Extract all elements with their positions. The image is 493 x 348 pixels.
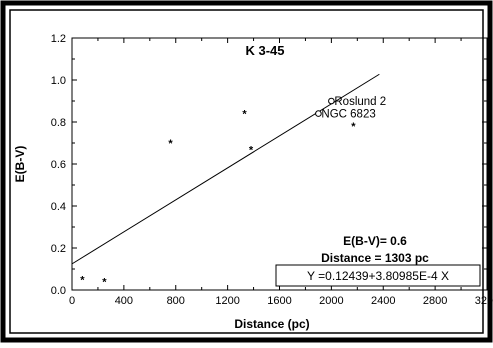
- x-tick-label: 0: [69, 295, 75, 307]
- star-point: *: [351, 121, 356, 133]
- distance-annotation: Distance = 1303 pc: [321, 251, 429, 265]
- x-tick-label: 800: [167, 295, 185, 307]
- star-points: * * * * * *: [80, 109, 356, 289]
- y-tick-label: 0.2: [51, 243, 66, 255]
- y-tick-label: 1.2: [51, 33, 66, 45]
- ebv-annotation: E(B-V)= 0.6: [343, 234, 407, 248]
- cluster-label: Roslund 2: [334, 96, 386, 108]
- y-tick-label: 0.4: [51, 201, 66, 213]
- star-point: *: [168, 138, 173, 150]
- cluster-label: NGC 6823: [321, 109, 375, 121]
- star-point: *: [249, 144, 254, 156]
- x-tick-label: 2800: [423, 295, 447, 307]
- regression-line: [71, 73, 380, 265]
- x-tick-label: 1600: [267, 295, 291, 307]
- equation-box: [275, 264, 481, 287]
- star-point: *: [242, 109, 247, 121]
- y-tick-label: 1.0: [51, 75, 66, 87]
- x-tick-label: 400: [115, 295, 133, 307]
- star-point: *: [102, 277, 107, 289]
- cluster-marker: [328, 97, 335, 105]
- x-tick-label: 2000: [319, 295, 343, 307]
- x-tick-label: 3200: [475, 295, 493, 307]
- x-axis-ticks: 0 400 800 1200 1600 2000 2400 2800 3200: [69, 38, 493, 307]
- y-tick-label: 0.8: [51, 117, 66, 129]
- chart-title: K 3-45: [245, 43, 284, 58]
- star-point: *: [80, 275, 85, 287]
- cluster-marker: [315, 110, 322, 117]
- x-axis-title: Distance (pc): [234, 317, 309, 331]
- y-tick-label: 0.0: [51, 285, 66, 297]
- x-tick-label: 1200: [215, 295, 239, 307]
- y-axis-title: E(B-V): [13, 146, 27, 183]
- y-tick-label: 0.6: [51, 159, 66, 171]
- equation-text: Y =0.12439+3.80985E-4 X: [307, 269, 449, 283]
- x-tick-label: 2400: [371, 295, 395, 307]
- y-axis-ticks: 0.0 0.2 0.4 0.6 0.8 1.0 1.2: [51, 33, 487, 297]
- inner-border: [9, 9, 484, 334]
